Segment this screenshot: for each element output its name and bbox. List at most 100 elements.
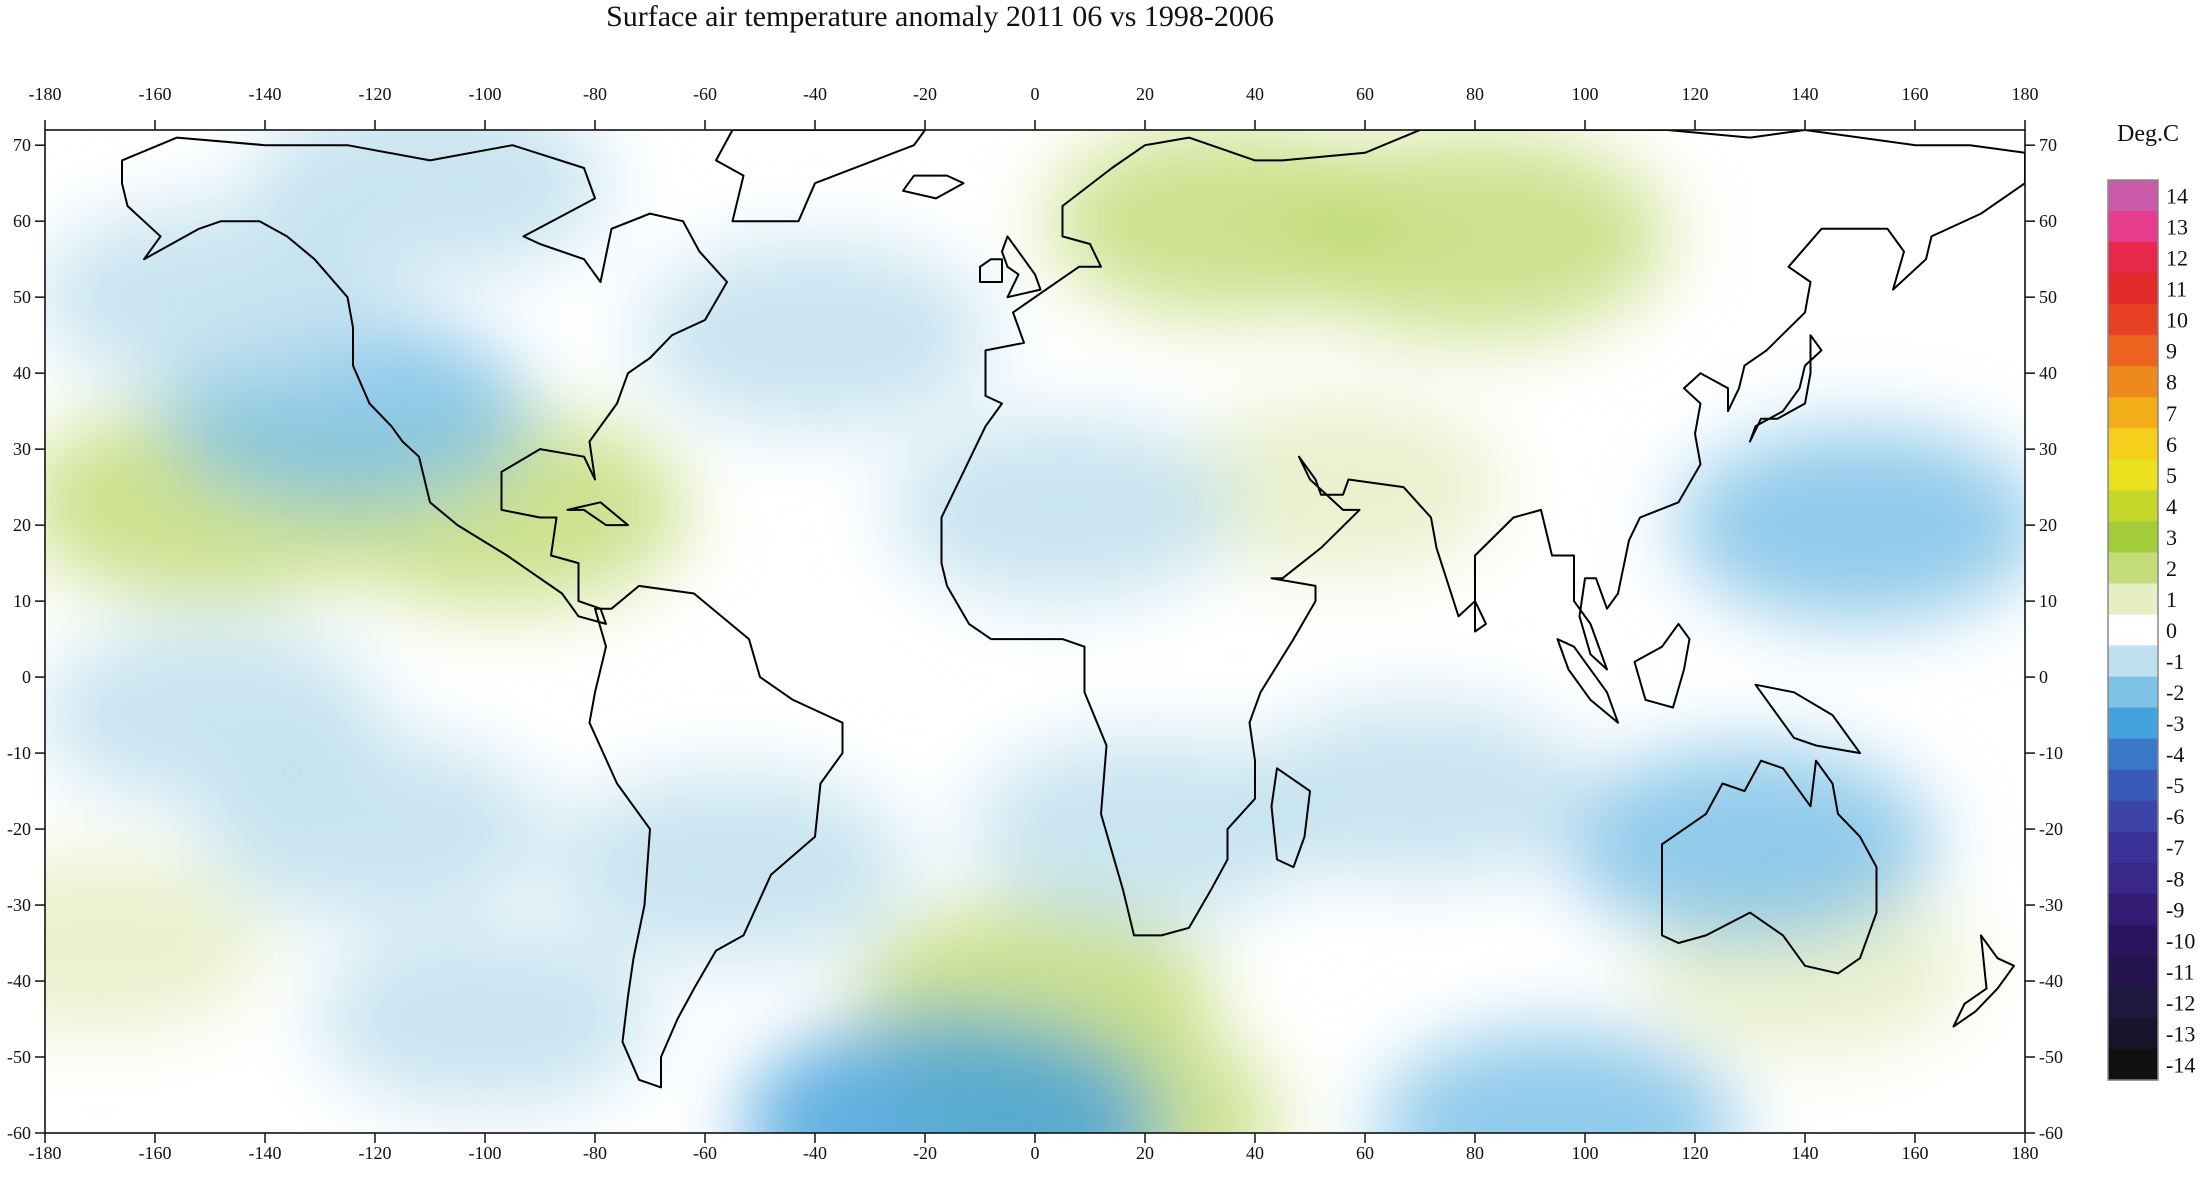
coastline-new-zealand — [1952, 934, 2015, 1028]
colorbar-swatch — [2108, 831, 2158, 864]
colorbar-frame — [2107, 179, 2159, 1081]
colorbar-swatch — [2108, 769, 2158, 802]
lon-tick-label: -80 — [583, 1143, 607, 1163]
lon-tick-label: -60 — [693, 1143, 717, 1163]
anomaly-mediterranean-north-africa-cold — [888, 417, 1237, 602]
anomaly-antarctic-coast-cold-east — [1375, 1029, 1740, 1133]
plot-area — [44, 129, 2026, 1134]
anomaly-australia-cold — [1564, 746, 1936, 943]
lon-tick-label: 120 — [1682, 1143, 1709, 1163]
lat-tick-label: 30 — [2039, 439, 2057, 459]
colorbar-level-label: -7 — [2166, 835, 2184, 860]
colorbar-level-label: 13 — [2166, 215, 2188, 240]
anomaly-antarctic-coast-cold — [742, 1015, 1163, 1133]
lon-tick-label: 80 — [1466, 1143, 1484, 1163]
lon-tick-label: -20 — [913, 1143, 937, 1163]
coastline-sumatra — [1556, 638, 1619, 724]
colorbar-level-label: 11 — [2166, 277, 2187, 302]
lon-tick-label: -140 — [249, 1143, 282, 1163]
lon-tick-label: -40 — [803, 1143, 827, 1163]
coastline-cuba — [566, 501, 629, 527]
lon-tick-label: 100 — [1572, 84, 1599, 104]
coastline-australia — [1661, 759, 1878, 975]
axis-ticks: -180-180-160-160-140-140-120-120-100-100… — [7, 84, 2063, 1163]
lon-tick-label: 60 — [1356, 1143, 1374, 1163]
lat-tick-label: -10 — [7, 743, 31, 763]
colorbar-swatch — [2108, 242, 2158, 274]
colorbar-swatch — [2108, 552, 2158, 585]
colorbar-swatch — [2108, 521, 2158, 554]
anomaly-western-pacific-cold — [1676, 428, 2025, 623]
colorbar-swatch — [2108, 397, 2158, 429]
colorbar-level-label: 2 — [2166, 556, 2177, 581]
lat-tick-label: -40 — [2039, 971, 2063, 991]
lon-tick-label: -160 — [139, 1143, 172, 1163]
lat-tick-label: 40 — [13, 363, 31, 383]
lon-tick-label: -100 — [469, 84, 502, 104]
colorbar-swatch — [2108, 459, 2158, 491]
colorbar-level-label: -9 — [2166, 897, 2184, 922]
lon-tick-label: -20 — [913, 84, 937, 104]
lon-tick-label: -120 — [359, 1143, 392, 1163]
colorbar-level-label: 7 — [2166, 401, 2177, 426]
coastline-new-guinea — [1754, 683, 1861, 755]
lon-tick-label: 180 — [2012, 84, 2039, 104]
colorbar-level-label: -8 — [2166, 866, 2184, 891]
lat-tick-label: -40 — [7, 971, 31, 991]
anomaly-indian-ocean-cold — [1250, 701, 1590, 882]
coastline-iceland — [902, 174, 965, 200]
coastline-ireland — [979, 258, 1003, 283]
lon-tick-label: 160 — [1902, 1143, 1929, 1163]
lat-tick-label: 10 — [2039, 591, 2057, 611]
lat-tick-label: -20 — [2039, 819, 2063, 839]
colorbar-level-label: 0 — [2166, 618, 2177, 643]
colorbar-swatch — [2108, 366, 2158, 398]
colorbar-swatch — [2108, 955, 2158, 988]
coastline-south-america — [588, 584, 844, 1089]
colorbar-level-label: -5 — [2166, 773, 2184, 798]
lat-tick-label: 70 — [13, 135, 31, 155]
lon-tick-label: 140 — [1792, 84, 1819, 104]
colorbar-level-label: -14 — [2166, 1052, 2195, 1077]
lon-tick-label: -160 — [139, 84, 172, 104]
lat-tick-label: -50 — [7, 1047, 31, 1067]
lat-tick-label: 0 — [2039, 667, 2048, 687]
lon-tick-label: 40 — [1246, 84, 1264, 104]
colorbar: Deg.C 14131211109876543210-1-2-3-4-5-6-7… — [2107, 121, 2195, 1081]
colorbar-level-label: 9 — [2166, 339, 2177, 364]
coastline-africa-eurasia — [940, 130, 2025, 937]
lat-tick-label: -60 — [7, 1123, 31, 1143]
colorbar-level-label: -4 — [2166, 742, 2184, 767]
colorbar-swatch — [2108, 583, 2158, 616]
lon-tick-label: 40 — [1246, 1143, 1264, 1163]
colorbar-swatch — [2108, 707, 2158, 740]
colorbar-swatch — [2108, 428, 2158, 460]
lat-tick-label: -60 — [2039, 1123, 2063, 1143]
colorbar-level-label: 12 — [2166, 246, 2188, 271]
colorbar-swatch — [2108, 490, 2158, 522]
colorbar-swatch — [2108, 1017, 2158, 1050]
colorbar-level-label: -2 — [2166, 680, 2184, 705]
lon-tick-label: 60 — [1356, 84, 1374, 104]
anomaly-north-atlantic-cold — [637, 241, 993, 430]
lat-tick-label: 70 — [2039, 135, 2057, 155]
colorbar-swatch — [2108, 335, 2158, 367]
colorbar-swatch — [2108, 273, 2158, 305]
colorbar-level-label: -11 — [2166, 959, 2195, 984]
lon-tick-label: -120 — [359, 84, 392, 104]
colorbar-level-label: 6 — [2166, 432, 2177, 457]
colorbar-swatch — [2108, 924, 2158, 957]
lat-tick-label: -30 — [7, 895, 31, 915]
lat-tick-label: 20 — [13, 515, 31, 535]
colorbar-level-label: -3 — [2166, 711, 2184, 736]
colorbar-level-label: 10 — [2166, 308, 2188, 333]
lon-tick-label: 180 — [2012, 1143, 2039, 1163]
lon-tick-label: 0 — [1031, 84, 1040, 104]
lat-tick-label: -30 — [2039, 895, 2063, 915]
colorbar-swatch — [2108, 614, 2158, 647]
colorbar-level-label: 5 — [2166, 463, 2177, 488]
lon-tick-label: 0 — [1031, 1143, 1040, 1163]
lon-tick-label: 20 — [1136, 1143, 1154, 1163]
lon-tick-label: 20 — [1136, 84, 1154, 104]
